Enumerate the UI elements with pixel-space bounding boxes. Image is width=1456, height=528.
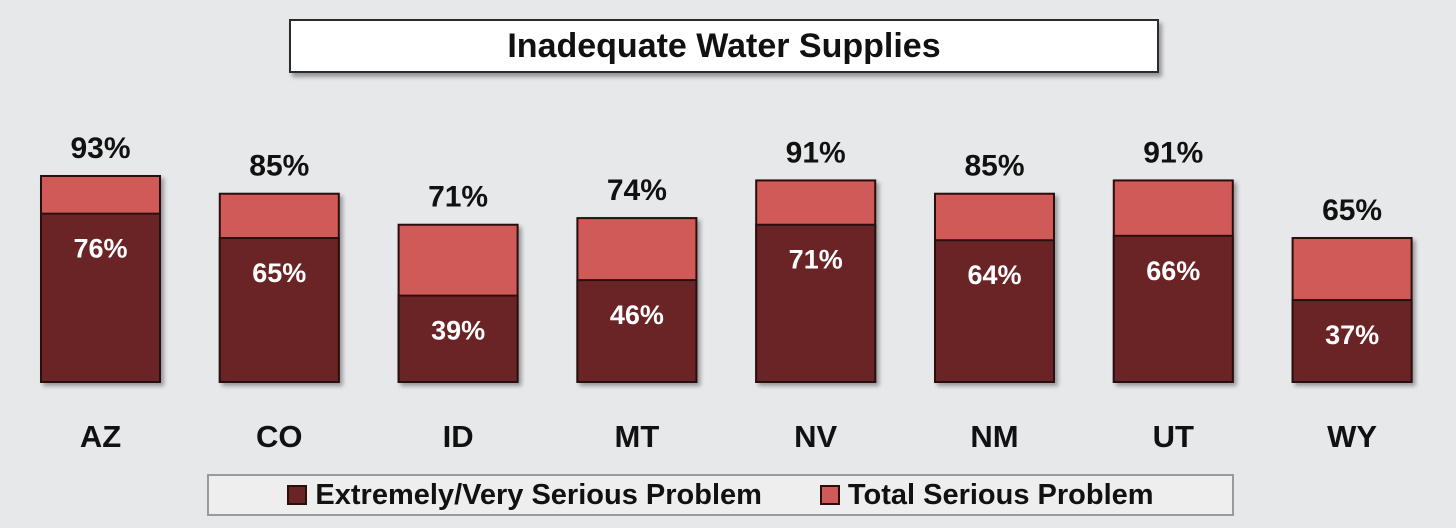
data-label-total-ut: 91% — [1143, 136, 1203, 169]
data-label-extremely-very-ut: 66% — [1146, 256, 1200, 286]
data-label-total-az: 93% — [70, 132, 130, 165]
data-label-extremely-very-nv: 71% — [789, 245, 843, 275]
bar-extremely-very-nm — [934, 239, 1055, 383]
legend-swatch-extremely-very-serious — [287, 485, 308, 505]
chart-title-box: Inadequate Water Supplies — [289, 19, 1159, 73]
bar-extremely-very-co — [218, 237, 340, 383]
bar-extremely-very-ut — [1112, 234, 1234, 383]
data-label-extremely-very-wy: 37% — [1325, 320, 1379, 350]
category-label-wy: WY — [1327, 419, 1377, 454]
data-label-total-nv: 91% — [786, 136, 846, 169]
data-label-total-wy: 65% — [1322, 194, 1382, 227]
legend-label-extremely-very-serious: Extremely/Very Serious Problem — [315, 478, 762, 511]
data-label-extremely-very-az: 76% — [73, 234, 127, 264]
legend-item-total-serious: Total Serious Problem — [819, 478, 1154, 512]
category-label-nm: NM — [970, 419, 1018, 454]
data-label-extremely-very-co: 65% — [252, 258, 306, 288]
category-label-id: ID — [443, 419, 474, 454]
legend-label-total-serious: Total Serious Problem — [847, 478, 1154, 511]
bar-extremely-very-nv — [755, 223, 877, 383]
data-label-total-id: 71% — [428, 181, 488, 214]
chart-title: Inadequate Water Supplies — [507, 26, 941, 65]
legend-swatch-total-serious — [819, 485, 840, 505]
data-label-extremely-very-nm: 64% — [967, 260, 1021, 290]
bar-chart: 93% 76% AZ 85% 65% CO 71% 39% ID 74% 46% MT 91% 71% NV… — [40, 132, 1413, 454]
bar-extremely-very-id — [397, 294, 519, 383]
data-label-extremely-very-mt: 46% — [610, 300, 664, 330]
category-label-nv: NV — [794, 419, 837, 454]
category-label-co: CO — [256, 419, 303, 454]
bar-extremely-very-mt — [576, 279, 698, 383]
data-label-total-co: 85% — [249, 150, 309, 183]
category-label-az: AZ — [80, 419, 121, 454]
bar-extremely-very-wy — [1291, 299, 1413, 384]
bar-extremely-very-az — [40, 212, 161, 383]
data-label-total-nm: 85% — [964, 150, 1024, 183]
category-label-mt: MT — [615, 419, 660, 454]
data-label-extremely-very-id: 39% — [431, 316, 485, 346]
legend: Extremely/Very Serious Problem Total Ser… — [207, 474, 1234, 516]
data-label-total-mt: 74% — [607, 174, 667, 207]
legend-item-extremely-very-serious: Extremely/Very Serious Problem — [287, 479, 762, 512]
category-label-ut: UT — [1153, 419, 1194, 454]
